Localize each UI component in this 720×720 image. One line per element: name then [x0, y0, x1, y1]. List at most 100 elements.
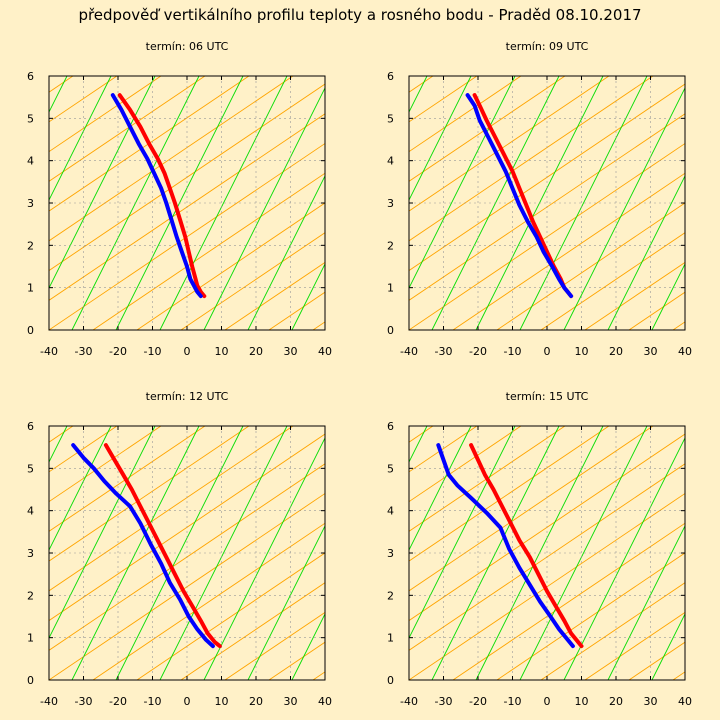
x-tick-label: -40: [40, 695, 58, 708]
dry-adiabat-line: [49, 76, 162, 153]
x-tick-label: -30: [435, 695, 453, 708]
temperature-line: [472, 93, 574, 299]
y-tick-label: 0: [27, 674, 34, 687]
dry-adiabat-line: [665, 426, 720, 680]
y-tick-label: 2: [387, 589, 394, 602]
x-tick-label: 10: [575, 345, 589, 358]
x-tick-label: 20: [609, 345, 623, 358]
x-tick-label: -10: [504, 345, 522, 358]
y-tick-label: 1: [27, 282, 34, 295]
dry-adiabat-line: [409, 492, 685, 680]
x-tick-label: -10: [144, 695, 162, 708]
y-tick-label: 0: [27, 324, 34, 337]
temperature-line: [469, 443, 584, 649]
grid: [409, 426, 685, 680]
dry-adiabat-line: [49, 463, 325, 651]
y-tick-label: 2: [27, 239, 34, 252]
dry-adiabat-line: [49, 426, 162, 503]
y-tick-label: 6: [27, 420, 34, 433]
x-tick-label: -30: [75, 345, 93, 358]
x-tick-label: 20: [249, 345, 263, 358]
moist-adiabat-line: [696, 76, 720, 330]
chart-panel-3: termín: 15 UTC -40 -30 -20 -10 0 10 20 30 40 0 1 2 3 4…: [387, 390, 692, 708]
x-tick-label: -20: [469, 345, 487, 358]
dry-adiabat-line: [49, 426, 206, 532]
x-tick-label: -10: [144, 345, 162, 358]
dry-adiabat-line: [409, 142, 685, 330]
moist-adiabat-line: [688, 76, 720, 330]
moist-adiabat-line: [0, 76, 23, 330]
page-title: předpověď vertikálního profilu teploty a…: [78, 6, 642, 24]
dry-adiabat-line: [180, 232, 325, 330]
x-tick-label: 0: [184, 345, 191, 358]
dewpoint-line: [110, 93, 203, 299]
x-tick-label: -10: [504, 695, 522, 708]
dry-adiabat-line: [445, 426, 720, 680]
dry-adiabat-line: [409, 76, 566, 182]
dry-adiabat-line: [224, 261, 325, 330]
dewpoint-line: [436, 443, 575, 649]
y-tick-label: 6: [387, 420, 394, 433]
y-tick-label: 5: [387, 462, 394, 475]
dewpoint-line: [71, 443, 215, 649]
dewpoint-line: [465, 93, 574, 299]
dry-adiabat-line: [49, 426, 294, 592]
x-tick-label: 10: [215, 345, 229, 358]
dry-adiabat-line: [49, 76, 294, 242]
dry-adiabat-line: [409, 426, 566, 532]
y-tick-label: 3: [27, 547, 34, 560]
adiabat-lines: [0, 426, 720, 680]
y-tick-label: 0: [387, 674, 394, 687]
dry-adiabat-line: [665, 76, 720, 330]
x-tick-label: 40: [318, 695, 332, 708]
adiabat-lines: [0, 76, 720, 330]
y-tick-label: 4: [387, 505, 394, 518]
dry-adiabat-line: [409, 76, 522, 153]
moist-adiabat-line: [0, 426, 23, 680]
y-tick-label: 5: [27, 112, 34, 125]
y-tick-label: 3: [387, 547, 394, 560]
y-tick-label: 2: [387, 239, 394, 252]
panel-title: termín: 12 UTC: [146, 390, 229, 403]
x-tick-label: -40: [400, 695, 418, 708]
panel-title: termín: 09 UTC: [506, 40, 589, 53]
moist-adiabat-line: [291, 612, 325, 680]
x-tick-label: 40: [678, 695, 692, 708]
y-tick-label: 1: [27, 632, 34, 645]
dry-adiabat-line: [49, 142, 325, 330]
dry-adiabat-line: [409, 426, 522, 503]
panel-title: termín: 06 UTC: [146, 40, 229, 53]
x-tick-label: 30: [284, 345, 298, 358]
dry-adiabat-line: [49, 492, 325, 680]
chart-panel-2: termín: 12 UTC-40 -30 -20 -10 0 10 20 30 4001234…: [0, 390, 720, 708]
grid: [409, 76, 685, 330]
moist-adiabat-line: [424, 76, 551, 330]
y-tick-label: 3: [27, 197, 34, 210]
x-tick-label: 40: [678, 345, 692, 358]
x-tick-label: -40: [400, 345, 418, 358]
y-tick-label: 0: [387, 324, 394, 337]
dry-adiabat-line: [409, 113, 685, 301]
dry-adiabat-line: [445, 76, 720, 330]
temperature-line: [117, 93, 207, 299]
x-tick-label: 30: [644, 695, 658, 708]
y-tick-label: 2: [27, 589, 34, 602]
dry-adiabat-line: [540, 582, 685, 680]
chart-panel-1: termín: 09 UTC -40 -30 -20 -10 0 10 20 30 40 0 1 2 3 4…: [387, 40, 720, 358]
x-tick-label: 20: [609, 695, 623, 708]
x-tick-label: -40: [40, 345, 58, 358]
y-tick-label: 5: [27, 462, 34, 475]
x-tick-label: 40: [318, 345, 332, 358]
x-tick-label: -20: [109, 345, 127, 358]
y-tick-label: 6: [387, 70, 394, 83]
dry-adiabat-line: [584, 261, 685, 330]
dry-adiabat-line: [180, 582, 325, 680]
x-tick-label: 30: [644, 345, 658, 358]
chart-panel-0: termín: 06 UTC-40 -30 -20 -10 0 10 20 30 4001234…: [0, 40, 720, 358]
y-tick-label: 4: [27, 505, 34, 518]
x-tick-label: 0: [544, 695, 551, 708]
x-tick-label: 20: [249, 695, 263, 708]
dry-adiabat-line: [540, 232, 685, 330]
dry-adiabat-line: [224, 611, 325, 680]
y-tick-label: 1: [387, 282, 394, 295]
